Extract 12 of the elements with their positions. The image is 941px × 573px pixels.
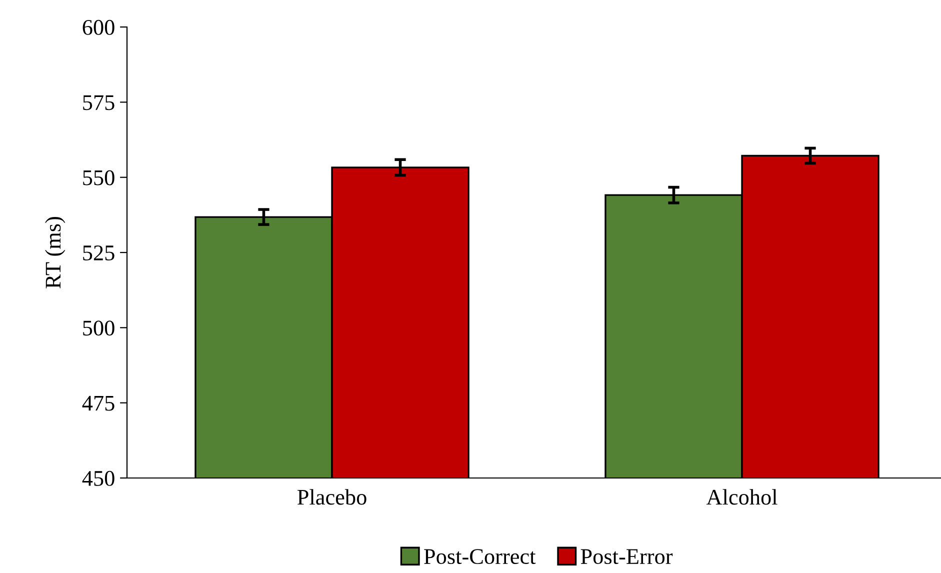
- y-tick-label: 600: [82, 20, 114, 35]
- y-axis-title: RT (ms): [45, 216, 66, 288]
- x-tick-label: Alcohol: [706, 489, 778, 505]
- y-tick-label: 525: [83, 245, 114, 260]
- legend-label: Post-Correct: [424, 549, 536, 564]
- y-tick-label: 550: [83, 170, 114, 186]
- y-tick-label: 450: [82, 470, 114, 486]
- y-tick-label: 475: [82, 396, 114, 411]
- y-tick-label: 500: [83, 320, 114, 336]
- x-tick-label: Placebo: [297, 489, 366, 505]
- legend-label: Post-Error: [580, 549, 673, 564]
- y-tick-label: 575: [83, 95, 114, 110]
